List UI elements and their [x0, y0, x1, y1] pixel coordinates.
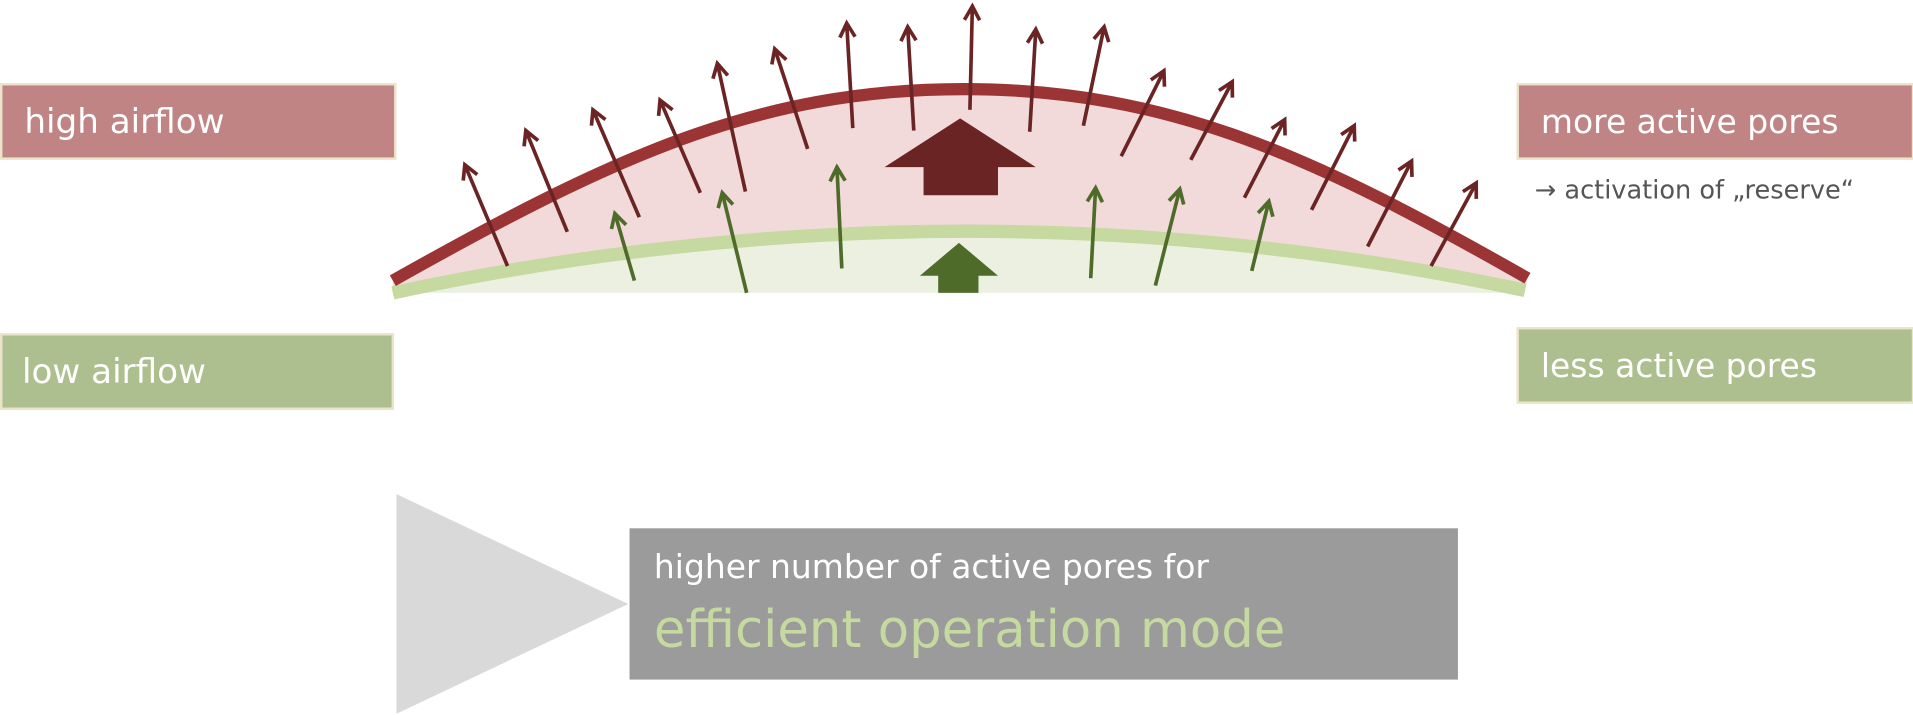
- small-arrow-stem: [938, 275, 978, 293]
- label: more active pores: [1541, 102, 1839, 141]
- result-line: higher number of active pores for: [654, 547, 1209, 586]
- label: low airflow: [22, 352, 206, 392]
- label: less active pores: [1541, 346, 1817, 385]
- big-arrow-stem: [924, 166, 998, 195]
- triangle: [397, 494, 629, 714]
- note: → activation of „reserve“: [1535, 176, 1854, 206]
- label: high airflow: [24, 102, 224, 142]
- diagram: high airflow low airflow more active por…: [0, 0, 1913, 715]
- result-highlight: efficient operation mode: [654, 600, 1285, 660]
